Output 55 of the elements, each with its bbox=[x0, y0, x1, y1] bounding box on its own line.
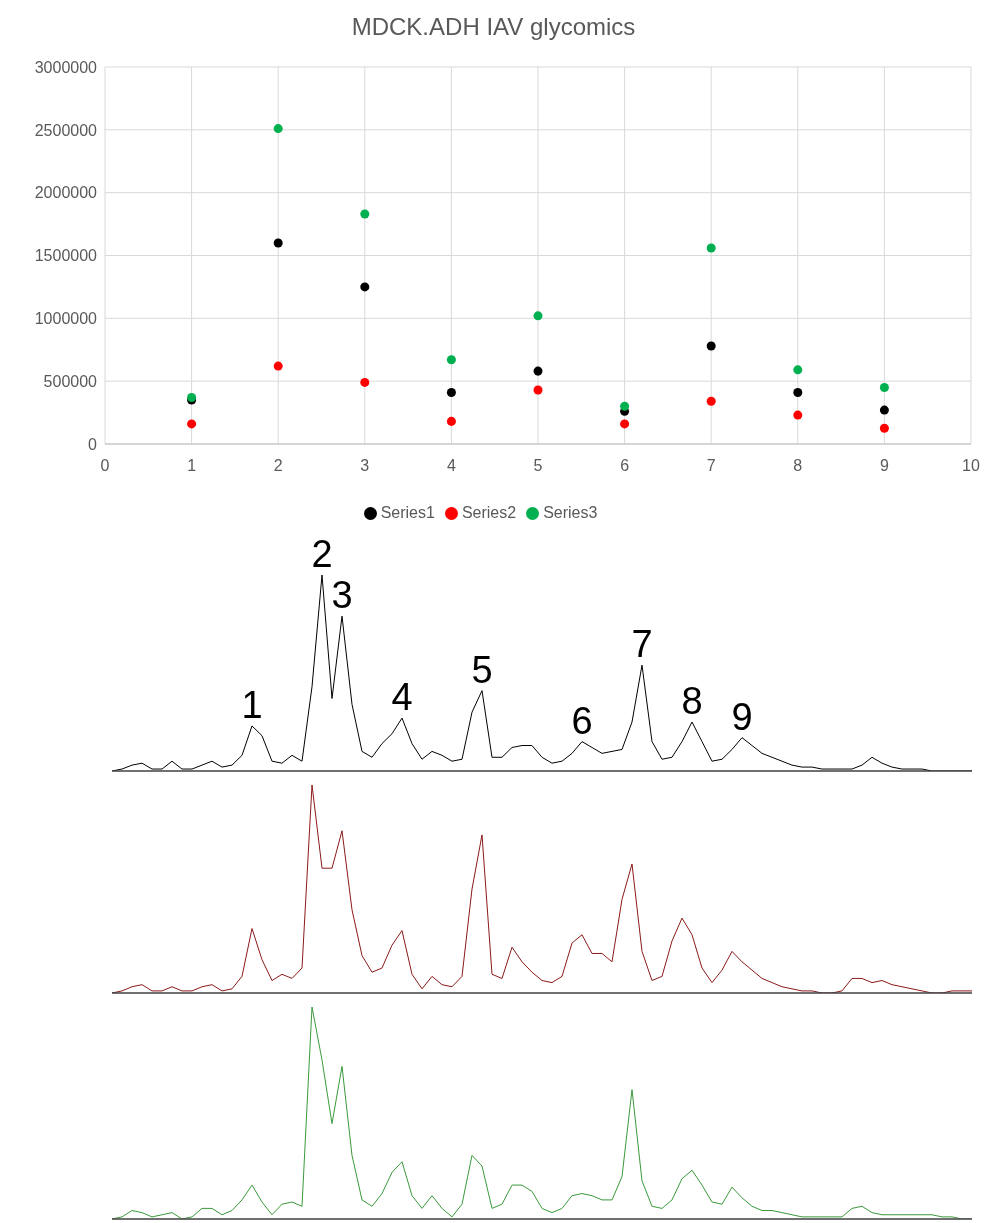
x-tick-label: 4 bbox=[446, 457, 456, 475]
annotation: 3 bbox=[331, 574, 353, 617]
x-tick-label: 5 bbox=[533, 457, 543, 475]
y-tick-label: 1000000 bbox=[34, 310, 98, 328]
x-tick-label: 0 bbox=[100, 457, 110, 475]
annotation: 8 bbox=[681, 680, 703, 722]
point bbox=[879, 382, 889, 392]
point bbox=[706, 396, 716, 406]
point bbox=[706, 341, 716, 351]
point bbox=[793, 387, 803, 397]
x-tick-label: 3 bbox=[360, 457, 370, 475]
point bbox=[187, 419, 197, 429]
point bbox=[533, 311, 543, 321]
legend-label: Series2 bbox=[461, 504, 517, 521]
point bbox=[793, 365, 803, 375]
point bbox=[446, 355, 456, 365]
point bbox=[273, 124, 283, 134]
legend-label: Series3 bbox=[543, 504, 598, 521]
point bbox=[446, 416, 456, 426]
y-tick-label: 2500000 bbox=[34, 121, 98, 139]
point bbox=[620, 401, 630, 411]
point bbox=[446, 387, 456, 397]
chart-title: MDCK.ADH IAV glycomics bbox=[350, 12, 637, 42]
annotation: 5 bbox=[471, 648, 493, 691]
point bbox=[793, 410, 803, 420]
point bbox=[533, 366, 543, 376]
point bbox=[360, 209, 370, 219]
y-tick-label: 3000000 bbox=[34, 58, 98, 76]
point bbox=[273, 238, 283, 248]
y-tick-label: 0 bbox=[88, 435, 98, 453]
x-tick-label: 6 bbox=[620, 457, 630, 475]
point bbox=[533, 385, 543, 395]
y-tick-label: 2000000 bbox=[34, 184, 98, 202]
x-tick-label: 8 bbox=[793, 457, 803, 475]
legend-label: Series1 bbox=[380, 504, 435, 521]
x-tick-label: 1 bbox=[187, 457, 197, 475]
point bbox=[620, 419, 630, 429]
point bbox=[360, 282, 370, 292]
annotation: 4 bbox=[391, 676, 413, 719]
x-tick-label: 2 bbox=[273, 457, 283, 475]
point bbox=[879, 423, 889, 433]
point bbox=[360, 377, 370, 387]
point bbox=[706, 243, 716, 253]
y-tick-label: 500000 bbox=[43, 372, 98, 390]
annotation: 6 bbox=[571, 699, 593, 742]
annotation: 2 bbox=[311, 533, 333, 575]
x-tick-label: 10 bbox=[962, 457, 980, 475]
point bbox=[879, 405, 889, 415]
point bbox=[273, 361, 283, 371]
annotation: 7 bbox=[631, 623, 653, 666]
y-tick-label: 1500000 bbox=[34, 247, 98, 265]
x-tick-label: 9 bbox=[879, 457, 889, 475]
annotation: 1 bbox=[241, 683, 263, 726]
annotation: 9 bbox=[731, 695, 753, 738]
x-tick-label: 7 bbox=[706, 457, 716, 475]
